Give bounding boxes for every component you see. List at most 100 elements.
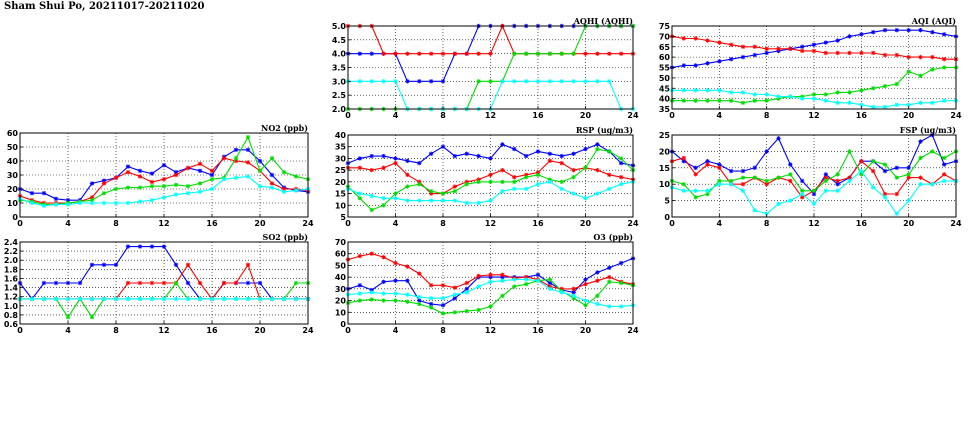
y-tick-label: 25 xyxy=(335,166,347,175)
so2-point-cyan xyxy=(173,296,179,302)
rsp-point-cyan xyxy=(500,189,505,194)
y-tick-label: 70 xyxy=(659,32,671,41)
o3-point-cyan xyxy=(500,278,505,283)
o3-point-green xyxy=(405,299,410,304)
o3-point-red xyxy=(595,278,600,283)
so2-point-cyan xyxy=(101,296,107,302)
aqi-point-green xyxy=(811,92,817,97)
so2-point-blue xyxy=(41,280,47,286)
o3-point-cyan xyxy=(571,293,576,299)
rsp-point-red xyxy=(405,172,410,178)
rsp-point-blue xyxy=(381,153,386,159)
rsp-point-blue xyxy=(559,153,564,159)
aqi-point-blue xyxy=(894,27,900,33)
aqi-point-red xyxy=(941,57,947,62)
so2-chart: 0 4 8 12 16 20 24 0.60.81.01.21.41.61.82.02.22.… xyxy=(4,232,314,335)
so2-point-cyan xyxy=(269,296,275,302)
o3-point-blue xyxy=(535,272,541,277)
aqi-point-green xyxy=(740,100,746,105)
rsp-point-cyan xyxy=(428,198,434,203)
fsp-point-red xyxy=(847,175,852,180)
aqi-point-green xyxy=(681,98,687,103)
aqi-point-green xyxy=(894,81,900,87)
no2-point-green xyxy=(257,168,263,173)
aqhi-point-red xyxy=(464,51,469,56)
aqi-point-red xyxy=(882,52,888,58)
fsp-point-blue xyxy=(918,139,923,144)
o3-point-red xyxy=(452,285,458,290)
no2-point-green xyxy=(125,185,131,190)
so2-point-blue xyxy=(101,262,107,267)
fsp-point-red xyxy=(823,175,829,180)
o3-point-blue xyxy=(488,274,493,280)
aqi-point-blue xyxy=(906,27,911,33)
o3-point-green xyxy=(464,308,469,314)
so2-point-cyan xyxy=(125,296,131,302)
o3-point-blue xyxy=(583,277,588,282)
no2-point-blue xyxy=(89,181,95,186)
o3-point-cyan xyxy=(583,298,588,303)
rsp-point-red xyxy=(393,160,398,166)
y-tick-label: 1.0 xyxy=(4,302,19,311)
o3-point-red xyxy=(488,272,493,277)
rsp-point-blue xyxy=(452,153,458,159)
o3-point-red xyxy=(369,251,374,256)
fsp-point-green xyxy=(835,172,840,177)
no2-point-green xyxy=(269,156,275,161)
no2-point-red xyxy=(269,181,275,186)
rsp-point-green xyxy=(357,196,363,201)
aqi-point-cyan xyxy=(835,100,840,105)
rsp-point-red xyxy=(512,174,517,180)
o3-point-green xyxy=(417,301,422,307)
no2-point-blue xyxy=(53,196,59,201)
no2-point-green xyxy=(173,182,179,187)
aqi-point-cyan xyxy=(847,100,852,105)
so2-point-blue xyxy=(185,280,191,286)
y-tick-label: 2.0 xyxy=(332,105,347,114)
aqhi-point-cyan xyxy=(571,79,576,84)
y-tick-label: 40 xyxy=(335,131,347,140)
aqi-point-green xyxy=(941,65,947,70)
rsp-point-green xyxy=(417,182,422,187)
o3-point-green xyxy=(523,281,529,287)
y-tick-label: 2.0 xyxy=(4,256,19,265)
no2-point-red xyxy=(89,195,95,200)
rsp-point-blue xyxy=(476,153,481,159)
x-tick-label: 24 xyxy=(627,111,639,120)
x-tick-label: 4 xyxy=(393,219,399,228)
y-tick-label: 30 xyxy=(7,171,19,180)
x-tick-label: 24 xyxy=(627,326,639,335)
o3-point-cyan xyxy=(618,304,624,309)
fsp-point-cyan xyxy=(717,182,722,187)
y-tick-label: 0 xyxy=(664,213,670,222)
fsp-point-green xyxy=(705,191,710,197)
o3-point-cyan xyxy=(559,290,564,295)
y-tick-label: 10 xyxy=(7,199,19,208)
fsp-point-green xyxy=(811,188,817,193)
rsp-point-blue xyxy=(464,151,469,156)
fsp-point-green xyxy=(918,155,923,161)
rsp-point-cyan xyxy=(440,198,446,203)
o3-point-red xyxy=(559,286,564,292)
aqi-point-red xyxy=(906,54,911,60)
fsp-point-red xyxy=(693,172,698,177)
no2-point-cyan xyxy=(29,200,35,206)
page-title: Sham Shui Po, 20211017-20211020 xyxy=(4,1,205,12)
aqi-point-cyan xyxy=(906,102,911,108)
rsp-point-red xyxy=(607,172,612,178)
aqhi-point-cyan xyxy=(512,79,517,84)
fsp-point-red xyxy=(918,175,923,180)
so2-point-cyan xyxy=(197,296,203,302)
so2-point-green xyxy=(65,314,71,320)
fsp-point-cyan xyxy=(835,188,840,193)
so2-point-red xyxy=(233,280,239,286)
o3-point-blue xyxy=(405,278,410,283)
rsp-point-green xyxy=(440,191,446,196)
fsp-point-cyan xyxy=(859,168,864,174)
fsp-point-blue xyxy=(740,168,746,174)
fsp-point-blue xyxy=(776,136,781,141)
x-tick-label: 16 xyxy=(206,219,218,228)
rsp-point-red xyxy=(500,167,505,173)
fsp-point-cyan xyxy=(728,182,734,187)
o3-point-green xyxy=(393,298,398,303)
